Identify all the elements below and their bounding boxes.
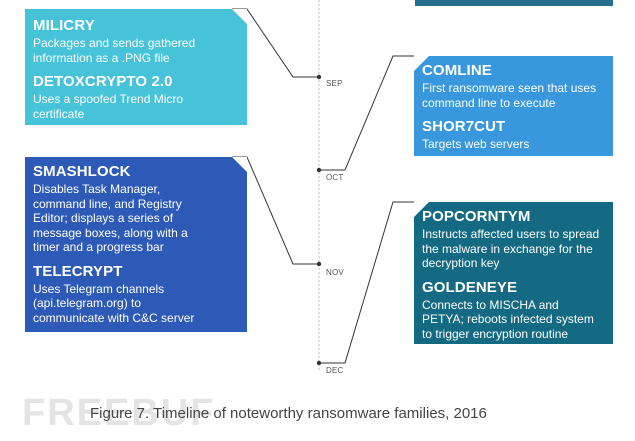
top-bar-remnant xyxy=(415,0,613,6)
card-fold-corner xyxy=(232,157,247,172)
entry-comline: COMLINE First ransomware seen that uses … xyxy=(422,62,605,110)
connector-dec xyxy=(319,201,414,364)
family-description: Packages and sends gathered information … xyxy=(33,36,196,65)
family-name: DETOXCRYPTO 2.0 xyxy=(33,73,173,90)
family-description: Connects to MISCHA and PETYA; reboots in… xyxy=(422,297,594,341)
entry-milicry: MILICRY Packages and sends gathered info… xyxy=(33,17,239,65)
card-december: POPCORNTYM Instructs affected users to s… xyxy=(414,202,613,344)
timeline-dot-nov xyxy=(316,261,322,267)
family-description: Targets web servers xyxy=(422,137,530,151)
entry-goldeneye: GOLDENEYE Connects to MISCHA and PETYA; … xyxy=(422,279,605,342)
month-label-oct: OCT xyxy=(326,173,344,182)
family-description: Disables Task Manager, command line, and… xyxy=(33,182,188,254)
family-name: COMLINE xyxy=(422,62,492,79)
timeline-dot-oct xyxy=(316,167,322,173)
card-september: MILICRY Packages and sends gathered info… xyxy=(25,9,247,125)
entry-shor7cut: SHOR7CUT Targets web servers xyxy=(422,118,605,152)
card-fold-corner xyxy=(232,9,247,24)
family-name: SMASHLOCK xyxy=(33,163,131,180)
card-november: SMASHLOCK Disables Task Manager, command… xyxy=(25,157,247,332)
month-label-dec: DEC xyxy=(326,366,344,375)
entry-smashlock: SMASHLOCK Disables Task Manager, command… xyxy=(33,163,239,255)
entry-telecrypt: TELECRYPT Uses Telegram channels (api.te… xyxy=(33,263,239,326)
family-name: TELECRYPT xyxy=(33,262,123,280)
card-october: COMLINE First ransomware seen that uses … xyxy=(414,56,613,156)
entry-popcorntym: POPCORNTYM Instructs affected users to s… xyxy=(422,208,605,271)
figure-caption: Figure 7. Timeline of noteworthy ransomw… xyxy=(90,405,487,422)
card-fold-corner xyxy=(414,56,429,71)
family-name: SHOR7CUT xyxy=(422,118,506,135)
family-description: Uses a spoofed Trend Micro certificate xyxy=(33,92,184,121)
family-description: Instructs affected users to spread the m… xyxy=(422,227,600,270)
month-label-sep: SEP xyxy=(326,79,343,88)
month-label-nov: NOV xyxy=(326,268,344,277)
timeline-dot-dec xyxy=(316,360,322,366)
family-name: POPCORNTYM xyxy=(422,208,531,225)
family-description: First ransomware seen that uses command … xyxy=(422,81,597,110)
timeline-dot-sep xyxy=(316,74,322,80)
entry-detoxcrypto: DETOXCRYPTO 2.0 Uses a spoofed Trend Mic… xyxy=(33,73,239,121)
family-name: GOLDENEYE xyxy=(422,278,518,296)
watermark: FREEBUF xyxy=(22,392,216,434)
connector-oct xyxy=(319,55,414,171)
family-description: Uses Telegram channels (api.telegram.org… xyxy=(33,281,195,325)
card-fold-corner xyxy=(414,202,429,217)
family-name: MILICRY xyxy=(33,17,95,34)
